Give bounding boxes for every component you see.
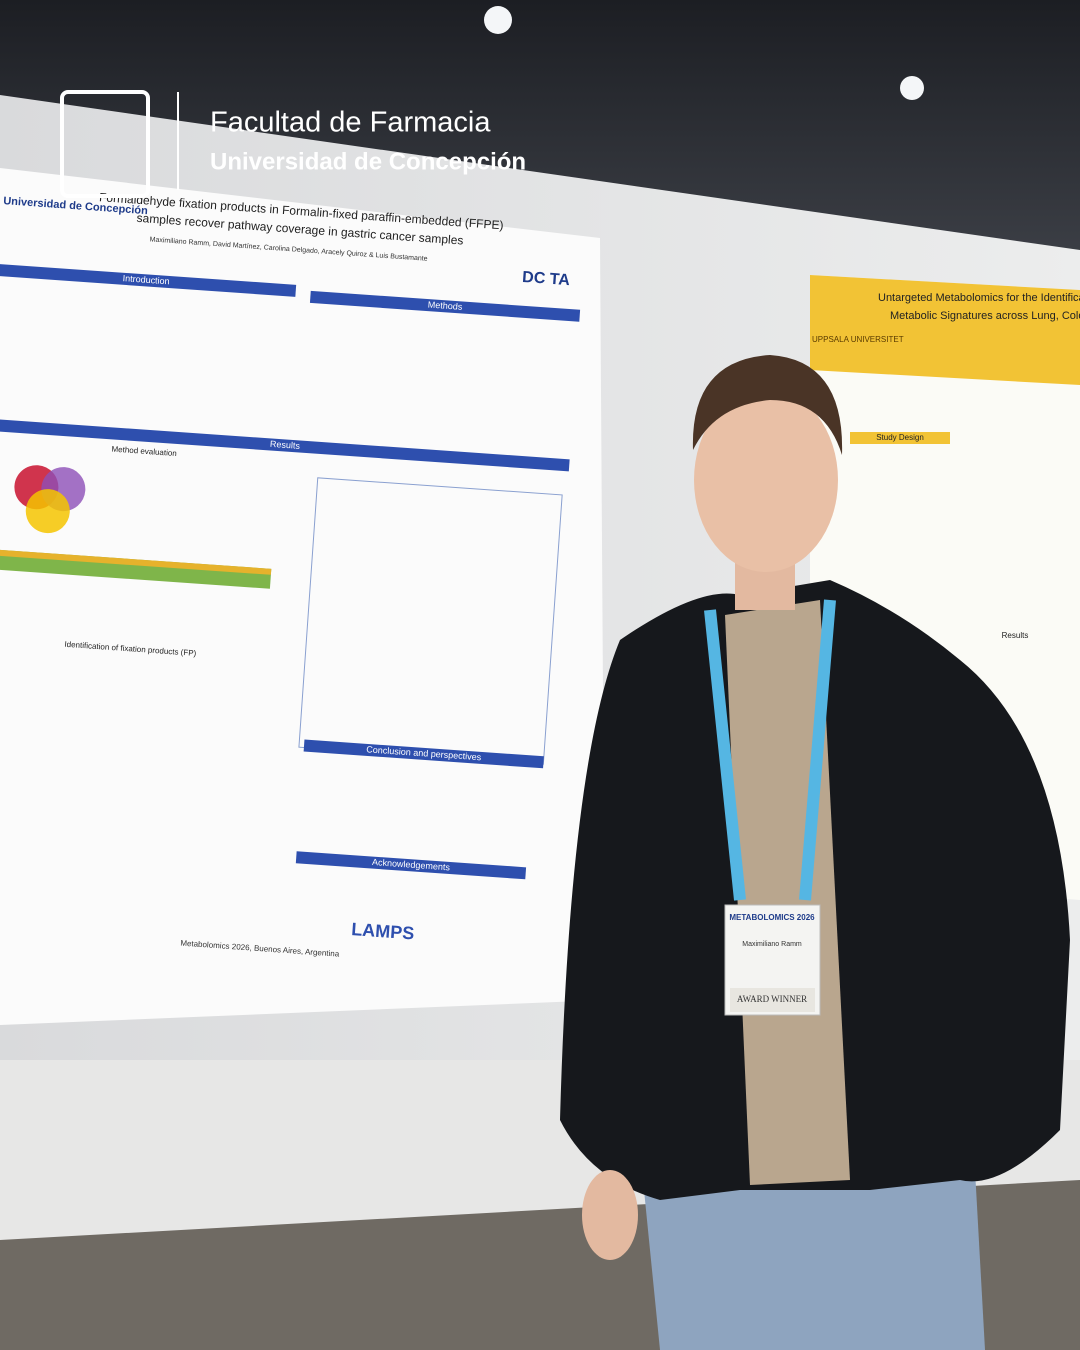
poster-left [0,168,605,1025]
section-bar [0,263,297,297]
poster-dcta: DC TA [522,269,571,289]
lanyard [704,599,836,901]
poster-right-header [810,275,1080,385]
jeans [640,1150,985,1350]
hand [582,1170,638,1260]
poster-right-title: Metabolic Signatures across Lung, Colore… [890,310,1080,322]
section-bar [0,418,570,472]
section-title: Results [1002,631,1029,640]
overlay-logo [60,90,150,198]
badge-event: METABOLOMICS 2026 [729,913,815,922]
section-bar [303,739,544,769]
section-title: Results [270,439,301,451]
award-ribbon [730,988,815,1012]
face [694,388,838,572]
section-title: Study Design [876,433,924,442]
badge-award: AWARD WINNER [737,994,807,1004]
section-title: Methods [428,299,464,311]
section-bar [309,290,581,322]
badge-name: Maximiliano Ramm [742,941,802,948]
poster-right-title: Untargeted Metabolomics for the Identifi… [878,292,1080,304]
heatmap [0,548,272,575]
poster-right-institution: UPPSALA UNIVERSITET [812,335,904,344]
poster-lamps: LAMPS [351,919,415,943]
section-bar [295,851,527,880]
section-bar [850,432,950,444]
hair [692,355,843,455]
overlay-faculty: Facultad de Farmacia [210,107,491,139]
ceiling-light [900,76,924,100]
venn-circle [25,489,70,534]
ceiling-light [484,6,512,34]
overlay-university: Universidad de Concepción [210,148,526,175]
section-title: Introduction [122,273,170,286]
